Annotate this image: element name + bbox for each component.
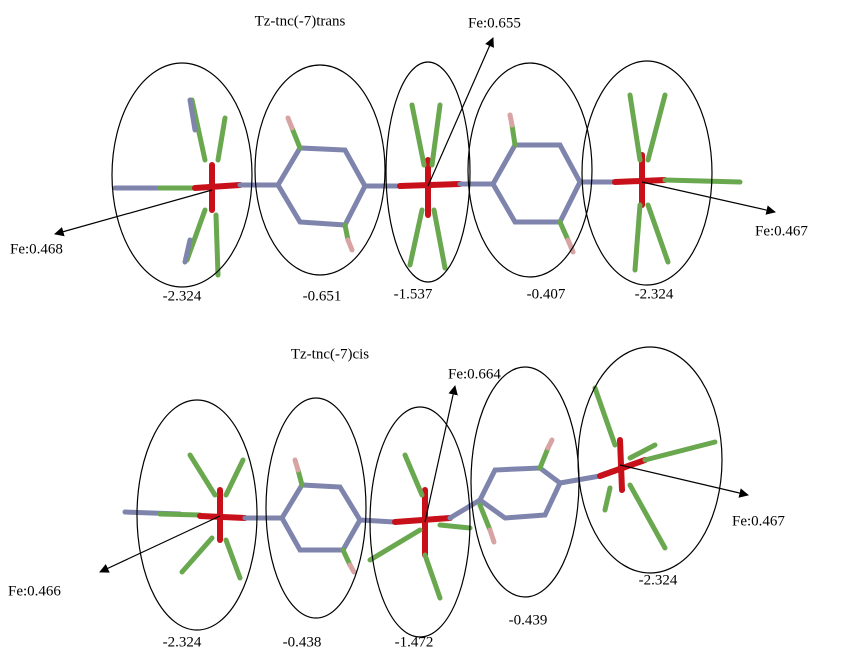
charge-label: -0.407 xyxy=(527,286,566,302)
fe-label: Fe:0.664 xyxy=(448,366,501,382)
figure: Tz-tnc(-7)trans Fe:0.468 Fe:0.655 Fe:0.4… xyxy=(0,0,848,653)
fe-label: Fe:0.466 xyxy=(8,583,61,599)
charge-label: -0.439 xyxy=(509,612,548,628)
charge-label: -0.651 xyxy=(303,288,342,304)
charge-label: -1.537 xyxy=(394,286,433,302)
charge-label: -1.472 xyxy=(395,634,434,650)
charge-label: -0.438 xyxy=(283,634,322,650)
panel-title: Tz-tnc(-7)trans xyxy=(255,13,346,29)
fe-label: Fe:0.468 xyxy=(10,241,63,257)
charge-label: -2.324 xyxy=(163,634,202,650)
fe-label: Fe:0.467 xyxy=(732,513,785,529)
charge-label: -2.324 xyxy=(639,572,678,588)
molecule-trans xyxy=(115,95,740,275)
panel-title: Tz-tnc(-7)cis xyxy=(291,346,369,362)
fe-label: Fe:0.467 xyxy=(755,223,808,239)
charge-label: -2.324 xyxy=(163,288,202,304)
fe-label: Fe:0.655 xyxy=(468,15,521,31)
charge-label: -2.324 xyxy=(635,286,674,302)
